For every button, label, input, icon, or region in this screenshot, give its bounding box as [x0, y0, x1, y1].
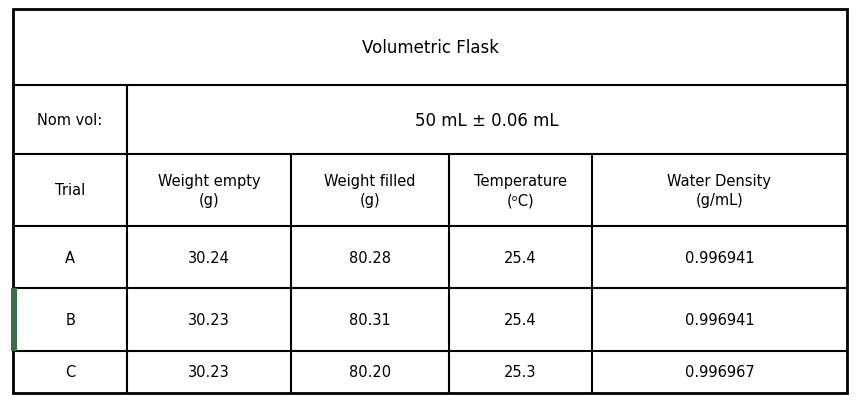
- Text: Weight filled
(g): Weight filled (g): [324, 173, 415, 208]
- Text: 30.23: 30.23: [188, 365, 230, 379]
- Text: 0.996941: 0.996941: [685, 312, 754, 327]
- Text: Volumetric Flask: Volumetric Flask: [361, 39, 499, 57]
- Text: Trial: Trial: [55, 183, 85, 198]
- Text: 0.996941: 0.996941: [685, 250, 754, 265]
- Bar: [11, 289, 17, 351]
- Text: 50 mL ± 0.06 mL: 50 mL ± 0.06 mL: [415, 111, 559, 129]
- Text: 80.31: 80.31: [349, 312, 390, 327]
- Text: C: C: [65, 365, 75, 379]
- Text: Water Density
(g/mL): Water Density (g/mL): [667, 173, 771, 208]
- Text: 30.24: 30.24: [188, 250, 230, 265]
- Text: 80.20: 80.20: [349, 365, 390, 379]
- Text: 25.4: 25.4: [504, 312, 537, 327]
- Text: 25.3: 25.3: [504, 365, 537, 379]
- Text: B: B: [65, 312, 75, 327]
- Text: Weight empty
(g): Weight empty (g): [157, 173, 261, 208]
- Text: 0.996967: 0.996967: [685, 365, 754, 379]
- Text: A: A: [65, 250, 75, 265]
- Text: Nom vol:: Nom vol:: [38, 113, 102, 128]
- Text: 30.23: 30.23: [188, 312, 230, 327]
- Text: 25.4: 25.4: [504, 250, 537, 265]
- Text: 80.28: 80.28: [349, 250, 390, 265]
- Text: Temperature
(ᵒC): Temperature (ᵒC): [474, 173, 567, 208]
